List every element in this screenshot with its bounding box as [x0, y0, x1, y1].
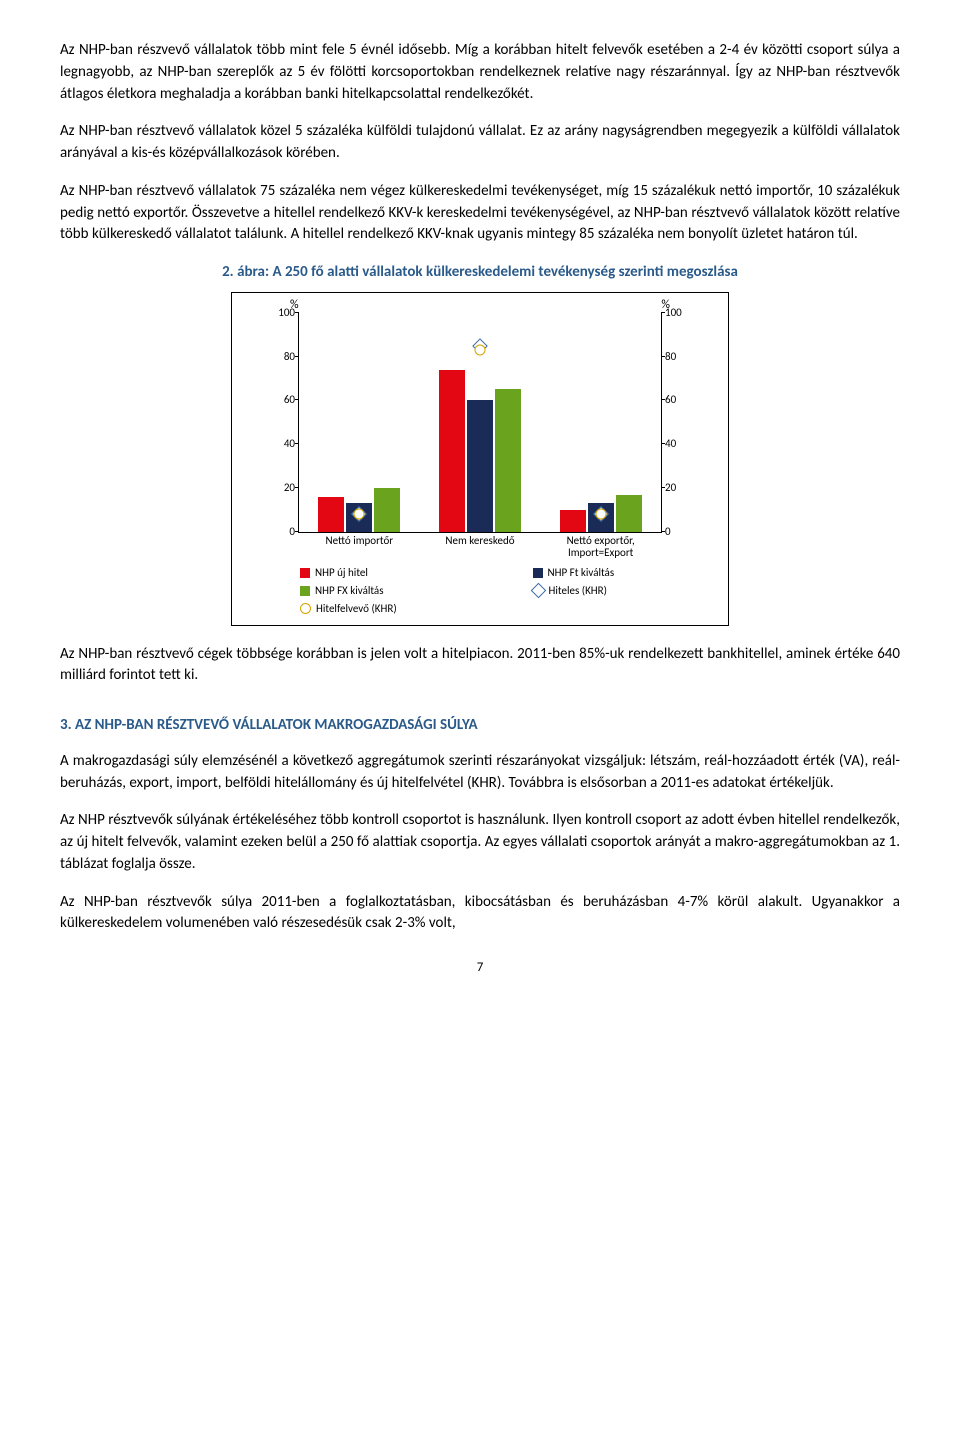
legend-label: NHP FX kiváltás — [315, 583, 384, 599]
legend-label: Hitelfelvevő (KHR) — [316, 601, 397, 617]
chart-legend: NHP új hitel NHP Ft kiváltás NHP FX kivált… — [240, 561, 720, 619]
x-category-label: Nem kereskedő — [410, 532, 550, 548]
legend-item: NHP FX kiváltás — [300, 583, 493, 599]
chart-container: % % 002020404060608080100100Nettó import… — [60, 292, 900, 626]
bar — [616, 495, 642, 532]
legend-label: NHP Ft kiváltás — [548, 565, 615, 581]
chart-marker — [475, 344, 486, 355]
legend-marker — [530, 583, 546, 599]
legend-swatch — [300, 568, 310, 578]
section-heading: 3. AZ NHP-BAN RÉSZTVEVŐ VÁLLALATOK MAKRO… — [60, 715, 900, 737]
legend-item: NHP Ft kiváltás — [533, 565, 710, 581]
bar-chart: % % 002020404060608080100100Nettó import… — [231, 292, 729, 626]
chart-title: 2. ábra: A 250 fő alatti vállalatok külk… — [60, 262, 900, 284]
bar — [374, 488, 400, 532]
y-tick-left: 60 — [271, 392, 299, 408]
y-tick-left: 20 — [271, 480, 299, 496]
legend-swatch — [533, 568, 543, 578]
body-paragraph: Az NHP-ban résztvevők súlya 2011-ben a f… — [60, 892, 900, 936]
legend-item: NHP új hitel — [300, 565, 493, 581]
bar — [439, 370, 465, 532]
legend-swatch — [300, 586, 310, 596]
body-paragraph: Az NHP-ban résztvevő cégek többsége korá… — [60, 644, 900, 688]
body-paragraph: Az NHP-ban résztvevő vállalatok 75 száza… — [60, 181, 900, 246]
y-tick-right: 40 — [661, 436, 676, 452]
chart-marker — [595, 509, 606, 520]
chart-group: Nem kereskedő — [420, 313, 541, 532]
page-number: 7 — [60, 959, 900, 978]
legend-label: Hiteles (KHR) — [549, 583, 607, 599]
bar — [495, 389, 521, 531]
chart-group: Nettó importőr — [299, 313, 420, 532]
chart-group: Nettó exportőr,Import=Export — [540, 313, 661, 532]
bar — [467, 400, 493, 531]
y-tick-left: 40 — [271, 436, 299, 452]
body-paragraph: Az NHP-ban résztvevő vállalatok közel 5 … — [60, 121, 900, 165]
body-paragraph: Az NHP résztvevők súlyának értékeléséhez… — [60, 810, 900, 875]
bar — [318, 497, 344, 532]
legend-item: Hitelfelvevő (KHR) — [300, 601, 493, 617]
body-paragraph: Az NHP-ban részvevő vállalatok több mint… — [60, 40, 900, 105]
y-tick-right: 100 — [661, 305, 682, 321]
y-tick-left: 80 — [271, 349, 299, 365]
bar — [560, 510, 586, 532]
y-tick-right: 80 — [661, 349, 676, 365]
y-tick-right: 20 — [661, 480, 676, 496]
legend-marker — [300, 603, 311, 614]
y-tick-right: 60 — [661, 392, 676, 408]
legend-label: NHP új hitel — [315, 565, 368, 581]
body-paragraph: A makrogazdasági súly elemzésénél a köve… — [60, 751, 900, 795]
legend-item: Hiteles (KHR) — [533, 583, 710, 599]
y-tick-left: 100 — [271, 305, 299, 321]
x-category-label: Nettó exportőr,Import=Export — [531, 532, 671, 560]
x-category-label: Nettó importőr — [289, 532, 429, 548]
chart-marker — [354, 509, 365, 520]
